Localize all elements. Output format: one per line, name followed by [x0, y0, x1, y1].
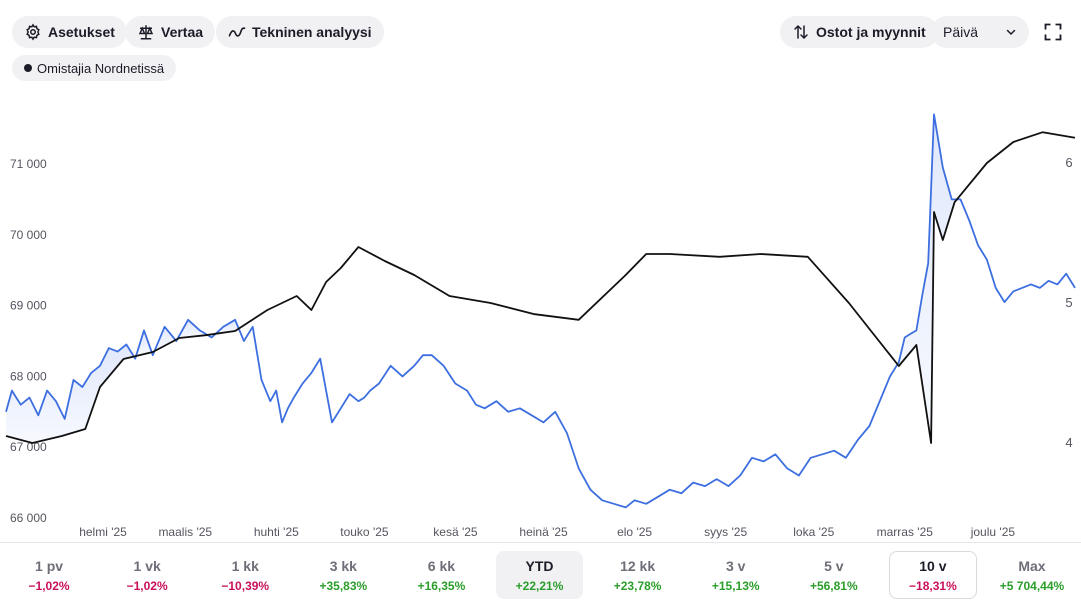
y-right-tick-label: 5 — [1065, 295, 1072, 310]
x-tick-label: kesä '25 — [433, 525, 478, 539]
y-right-tick-label: 6 — [1065, 155, 1072, 170]
period-change: −1,02% — [28, 578, 70, 593]
interval-value: Päivä — [943, 24, 979, 40]
y-axis-right: 6 5 4 — [1065, 155, 1072, 450]
period-label: 3 v — [725, 557, 746, 574]
series-line-owners — [5, 131, 1076, 444]
series-line-price — [5, 113, 1076, 509]
x-tick-label: joulu '25 — [970, 525, 1016, 539]
y-tick-label: 68 000 — [10, 369, 47, 383]
technical-analysis-button[interactable]: Tekninen analyysi — [216, 16, 384, 48]
x-tick-label: huhti '25 — [254, 525, 299, 539]
period-button[interactable]: YTD +22,21% — [496, 551, 583, 599]
area-fill — [898, 117, 956, 436]
y-axis-left: 71 000 70 000 69 000 68 000 67 000 66 000 — [10, 157, 47, 525]
period-label: 1 kk — [231, 557, 259, 574]
period-change: −18,31% — [909, 578, 957, 593]
settings-label: Asetukset — [48, 24, 115, 40]
period-button[interactable]: 10 v −18,31% — [888, 551, 977, 599]
period-label: 12 kk — [620, 557, 656, 574]
period-change: −1,02% — [126, 578, 168, 593]
x-tick-label: helmi '25 — [79, 525, 127, 539]
y-tick-label: 66 000 — [10, 511, 47, 525]
period-button[interactable]: 1 pv −1,02% — [6, 551, 92, 599]
y-tick-label: 71 000 — [10, 157, 47, 171]
owners-label: Omistajia Nordnetissä — [37, 60, 165, 76]
period-change: +22,21% — [515, 578, 564, 593]
up-down-arrows-icon — [792, 23, 810, 41]
owners-toggle[interactable]: Omistajia Nordnetissä — [12, 55, 177, 81]
period-change: +23,78% — [613, 578, 662, 593]
x-tick-label: loka '25 — [793, 525, 834, 539]
period-label: Max — [1018, 557, 1046, 574]
period-change: +35,83% — [319, 578, 368, 593]
x-tick-label: marras '25 — [877, 525, 934, 539]
period-label: 1 pv — [35, 557, 64, 574]
expand-icon — [1043, 22, 1063, 42]
period-label: 1 vk — [133, 557, 161, 574]
settings-button[interactable]: Asetukset — [12, 16, 127, 48]
period-button[interactable]: Max +5 704,44% — [989, 551, 1075, 599]
y-tick-label: 70 000 — [10, 228, 47, 242]
y-tick-label: 69 000 — [10, 299, 47, 313]
period-button[interactable]: 1 vk −1,02% — [104, 551, 190, 599]
period-button[interactable]: 6 kk +16,35% — [398, 551, 484, 599]
period-button[interactable]: 3 v +15,13% — [693, 551, 779, 599]
period-change: −10,39% — [221, 578, 270, 593]
chevron-down-icon — [1005, 26, 1017, 38]
period-change: +15,13% — [711, 578, 760, 593]
period-label: 5 v — [824, 557, 844, 574]
area-fill — [136, 330, 152, 356]
period-change: +5 704,44% — [999, 578, 1065, 593]
trades-button[interactable]: Ostot ja myynnit — [780, 16, 938, 48]
chart-toolbar: Asetukset Vertaa Tekninen analyysi Ostot… — [0, 0, 1081, 90]
compare-button[interactable]: Vertaa — [125, 16, 216, 48]
y-right-tick-label: 4 — [1065, 435, 1072, 450]
x-axis: helmi '25 maalis '25 huhti '25 touko '25 kes… — [79, 525, 1015, 539]
gear-icon — [24, 23, 42, 41]
period-label: YTD — [525, 557, 554, 574]
expand-button[interactable] — [1039, 18, 1067, 46]
trend-line-icon — [228, 23, 246, 41]
x-tick-label: touko '25 — [340, 525, 389, 539]
x-tick-label: elo '25 — [617, 525, 652, 539]
area-fill — [217, 320, 239, 334]
technical-analysis-label: Tekninen analyysi — [252, 24, 372, 40]
trades-label: Ostot ja myynnit — [816, 24, 926, 40]
period-label: 10 v — [919, 557, 947, 574]
period-label: 6 kk — [427, 557, 456, 574]
period-button[interactable]: 5 v +56,81% — [791, 551, 877, 599]
interval-select[interactable]: Päivä — [931, 16, 1029, 48]
price-chart[interactable]: 71 000 70 000 69 000 68 000 67 000 66 000 6 5 4… — [0, 90, 1081, 540]
period-button[interactable]: 12 kk +23,78% — [595, 551, 681, 599]
period-label: 3 kk — [329, 557, 357, 574]
compare-label: Vertaa — [161, 24, 204, 40]
scale-icon — [137, 23, 155, 41]
x-tick-label: heinä '25 — [519, 525, 568, 539]
x-tick-label: syys '25 — [704, 525, 747, 539]
period-button[interactable]: 3 kk +35,83% — [300, 551, 386, 599]
area-fill-group — [6, 117, 956, 443]
y-tick-label: 67 000 — [10, 440, 47, 454]
period-selector: 1 pv −1,02% 1 vk −1,02% 1 kk −10,39% 3 kk +35,8… — [0, 542, 1081, 607]
area-fill — [6, 344, 134, 443]
period-button[interactable]: 1 kk −10,39% — [202, 551, 288, 599]
period-change: +56,81% — [809, 578, 858, 593]
x-tick-label: maalis '25 — [158, 525, 212, 539]
owners-dot-icon — [24, 64, 32, 72]
period-change: +16,35% — [417, 578, 466, 593]
